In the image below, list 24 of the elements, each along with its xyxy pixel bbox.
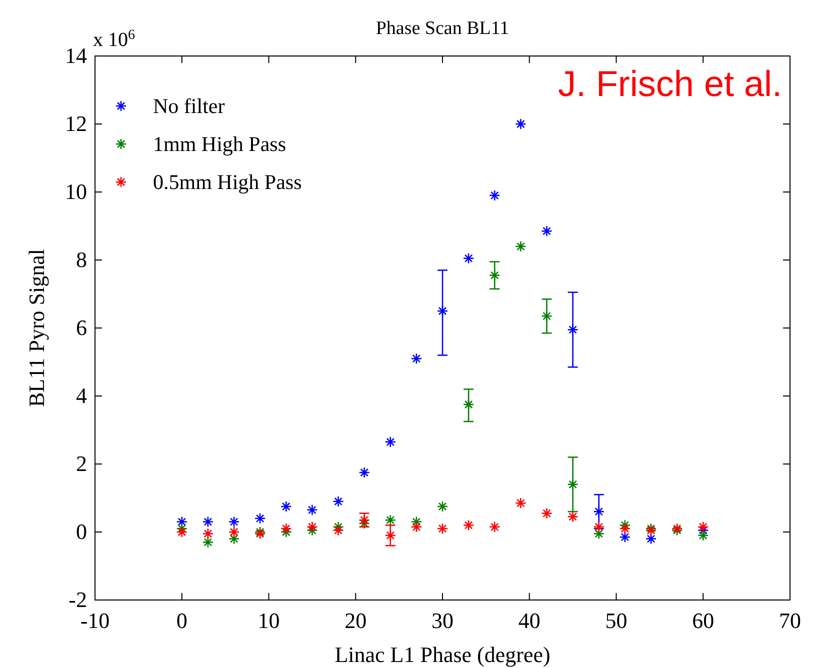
x-tick-label: 10	[258, 608, 280, 633]
x-tick-label: 60	[692, 608, 714, 633]
y-tick-label: 2	[76, 451, 87, 476]
y-tick-label: 8	[76, 247, 87, 272]
x-axis-title: Linac L1 Phase (degree)	[334, 642, 550, 667]
legend-label: 0.5mm High Pass	[153, 170, 302, 194]
y-tick-label: 14	[65, 43, 87, 68]
y-tick-label: 6	[76, 315, 87, 340]
x-tick-label: 40	[518, 608, 540, 633]
y-tick-label: 10	[65, 179, 87, 204]
x-tick-label: 30	[432, 608, 454, 633]
annotation: J. Frisch et al.	[558, 63, 782, 104]
y-tick-label: 12	[65, 111, 87, 136]
text: x 10$^{6}$	[93, 28, 135, 51]
legend-label: 1mm High Pass	[153, 132, 286, 156]
chart-title: Phase Scan BL11	[376, 18, 510, 39]
x-tick-label: 50	[605, 608, 628, 633]
y-axis-title: BL11 Pyro Signal	[24, 248, 49, 408]
x-tick-label: 20	[344, 608, 367, 633]
y-tick-label: 4	[76, 383, 87, 408]
x-tick-label: 70	[779, 608, 801, 633]
y-tick-label: 0	[76, 519, 87, 544]
x-tick-label: 0	[176, 608, 188, 633]
legend-label: No filter	[153, 94, 225, 118]
